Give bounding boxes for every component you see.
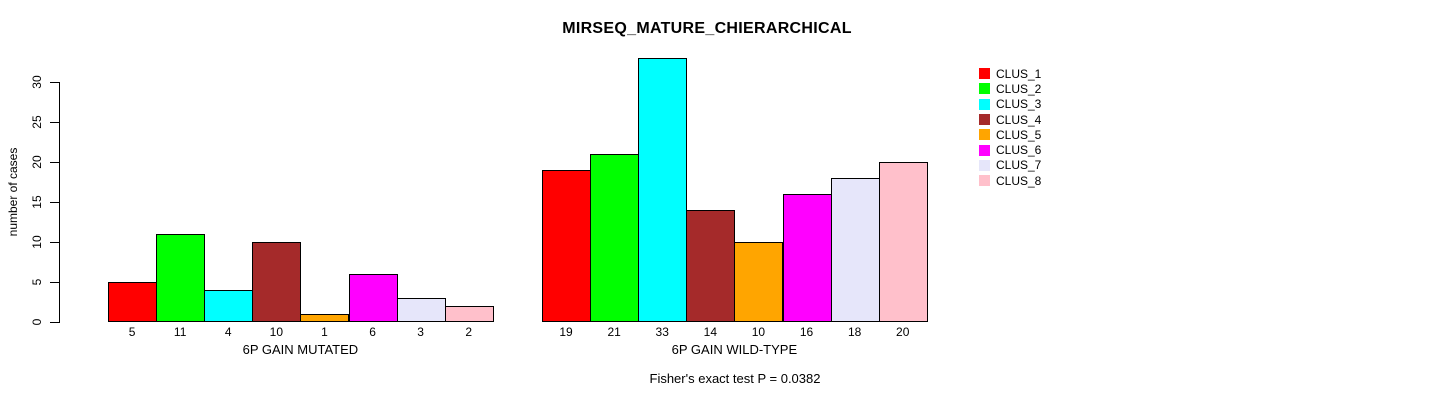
bar-value-label: 3 [417, 325, 424, 339]
y-axis-tick [50, 321, 59, 323]
y-axis-tick [50, 121, 59, 123]
legend-item: CLUS_3 [979, 97, 1041, 112]
y-axis-tick [50, 81, 59, 83]
bar-clus_6-group2 [782, 194, 832, 322]
y-axis-tick-label: 30 [30, 75, 44, 89]
y-axis-tick [50, 201, 59, 203]
legend-label: CLUS_1 [996, 66, 1042, 81]
legend-label: CLUS_5 [996, 127, 1042, 142]
legend-label: CLUS_8 [996, 173, 1042, 188]
legend-swatch [979, 68, 990, 80]
bar-clus_3-group1 [204, 290, 254, 322]
bar-clus_8-group1 [444, 306, 494, 322]
legend-item: CLUS_1 [979, 66, 1041, 81]
chart-title: MIRSEQ_MATURE_CHIERARCHICAL [562, 20, 852, 37]
bar-value-label: 20 [896, 325, 910, 339]
legend-item: CLUS_8 [979, 173, 1041, 188]
bar-value-label: 21 [607, 325, 621, 339]
legend-label: CLUS_2 [996, 81, 1042, 96]
bar-clus_4-group2 [686, 210, 736, 322]
bar-value-label: 10 [269, 325, 284, 339]
y-axis-tick-label: 20 [30, 155, 44, 169]
y-axis-tick-label: 25 [30, 115, 44, 129]
bar-clus_4-group1 [252, 242, 302, 322]
bar-clus_1-group2 [542, 170, 592, 322]
bar-value-label: 2 [465, 325, 473, 339]
legend-swatch [979, 114, 990, 126]
bar-clus_7-group1 [396, 298, 446, 322]
bar-value-label: 10 [751, 325, 766, 339]
bar-clus_6-group1 [348, 274, 398, 322]
legend-swatch [979, 175, 990, 187]
legend-label: CLUS_6 [996, 143, 1042, 158]
bar-value-label: 16 [799, 325, 814, 339]
legend-swatch [979, 144, 990, 156]
footer-note: Fisher's exact test P = 0.0382 [649, 371, 821, 386]
y-axis-tick [50, 161, 59, 163]
y-axis-tick-label: 15 [30, 195, 44, 209]
bar-value-label: 4 [224, 325, 232, 339]
legend-item: CLUS_2 [979, 81, 1041, 96]
x-axis-group-label: 6P GAIN WILD-TYPE [671, 342, 798, 357]
bar-value-label: 6 [369, 325, 376, 339]
legend-label: CLUS_3 [996, 97, 1042, 112]
bar-value-label: 11 [173, 325, 187, 339]
y-axis-line [59, 82, 60, 323]
bar-value-label: 14 [703, 325, 718, 339]
bar-clus_5-group1 [300, 314, 350, 322]
legend-swatch [979, 83, 990, 95]
y-axis-label: number of cases [6, 147, 20, 237]
bar-clus_2-group1 [156, 234, 206, 322]
bar-clus_8-group2 [878, 162, 928, 322]
legend-item: CLUS_4 [979, 112, 1041, 127]
legend-swatch [979, 98, 990, 110]
y-axis-tick-label: 5 [30, 278, 44, 286]
x-axis-group-label: 6P GAIN MUTATED [242, 342, 359, 357]
bar-clus_7-group2 [830, 178, 880, 322]
legend-item: CLUS_5 [979, 127, 1041, 142]
bar-clus_3-group2 [638, 58, 688, 322]
bar-value-label: 18 [847, 325, 862, 339]
bar-clus_2-group2 [590, 154, 640, 322]
y-axis-tick [50, 281, 59, 283]
bar-value-label: 33 [655, 325, 669, 339]
bar-clus_1-group1 [108, 282, 158, 322]
bar-clus_5-group2 [734, 242, 784, 322]
bar-value-label: 5 [128, 325, 136, 339]
legend-swatch [979, 159, 990, 171]
legend-item: CLUS_7 [979, 158, 1041, 173]
legend-label: CLUS_7 [996, 158, 1042, 173]
legend-swatch [979, 129, 990, 141]
y-axis-tick-label: 10 [30, 235, 44, 249]
y-axis-tick [50, 241, 59, 243]
legend: CLUS_1 CLUS_2 CLUS_3 CLUS_4 CLUS_5 CLUS_6 CLUS… [979, 66, 1041, 188]
bar-value-label: 1 [321, 325, 328, 339]
legend-label: CLUS_4 [996, 112, 1042, 127]
y-axis-tick-label: 0 [30, 318, 44, 326]
legend-item: CLUS_6 [979, 142, 1041, 157]
bar-value-label: 19 [559, 325, 573, 339]
